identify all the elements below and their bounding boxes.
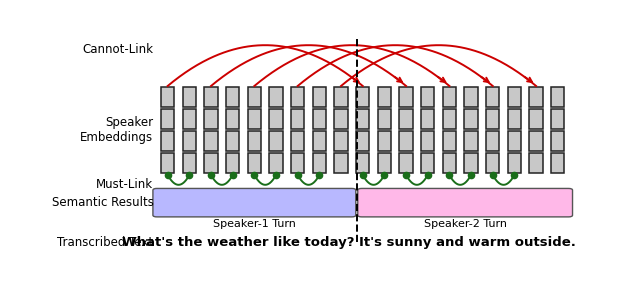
Text: It's sunny and warm outside.: It's sunny and warm outside. [359, 236, 576, 249]
FancyBboxPatch shape [313, 87, 326, 107]
FancyBboxPatch shape [248, 109, 261, 129]
Text: Must-Link: Must-Link [96, 178, 154, 191]
Text: What's the weather like today?: What's the weather like today? [122, 236, 355, 249]
FancyBboxPatch shape [551, 87, 564, 107]
FancyBboxPatch shape [399, 109, 413, 129]
FancyBboxPatch shape [465, 87, 478, 107]
FancyBboxPatch shape [508, 87, 521, 107]
FancyBboxPatch shape [291, 109, 305, 129]
FancyBboxPatch shape [313, 153, 326, 173]
FancyBboxPatch shape [421, 131, 435, 151]
FancyBboxPatch shape [291, 153, 305, 173]
FancyBboxPatch shape [551, 109, 564, 129]
FancyBboxPatch shape [465, 109, 478, 129]
FancyBboxPatch shape [465, 131, 478, 151]
FancyBboxPatch shape [529, 131, 543, 151]
FancyBboxPatch shape [226, 109, 239, 129]
FancyBboxPatch shape [269, 131, 283, 151]
FancyBboxPatch shape [486, 153, 499, 173]
FancyBboxPatch shape [269, 87, 283, 107]
FancyBboxPatch shape [421, 87, 435, 107]
FancyBboxPatch shape [529, 87, 543, 107]
FancyBboxPatch shape [529, 109, 543, 129]
FancyBboxPatch shape [399, 153, 413, 173]
Text: Cannot-Link: Cannot-Link [83, 43, 154, 56]
FancyBboxPatch shape [182, 153, 196, 173]
FancyBboxPatch shape [378, 109, 391, 129]
FancyBboxPatch shape [508, 109, 521, 129]
Text: Transcribed Text: Transcribed Text [58, 236, 154, 249]
Text: Speaker-1 Turn: Speaker-1 Turn [213, 219, 296, 230]
FancyBboxPatch shape [153, 188, 356, 217]
FancyBboxPatch shape [378, 131, 391, 151]
FancyBboxPatch shape [161, 109, 175, 129]
FancyBboxPatch shape [399, 87, 413, 107]
FancyBboxPatch shape [334, 87, 348, 107]
FancyBboxPatch shape [551, 153, 564, 173]
Text: Semantic Results: Semantic Results [52, 196, 154, 209]
FancyBboxPatch shape [182, 109, 196, 129]
FancyBboxPatch shape [313, 131, 326, 151]
FancyBboxPatch shape [248, 153, 261, 173]
FancyBboxPatch shape [378, 87, 391, 107]
FancyBboxPatch shape [399, 131, 413, 151]
FancyBboxPatch shape [226, 131, 239, 151]
FancyBboxPatch shape [358, 188, 573, 217]
FancyBboxPatch shape [161, 153, 175, 173]
FancyBboxPatch shape [204, 87, 218, 107]
FancyBboxPatch shape [161, 131, 175, 151]
FancyBboxPatch shape [182, 87, 196, 107]
FancyBboxPatch shape [269, 109, 283, 129]
FancyBboxPatch shape [508, 131, 521, 151]
FancyBboxPatch shape [269, 153, 283, 173]
FancyBboxPatch shape [551, 131, 564, 151]
FancyBboxPatch shape [486, 109, 499, 129]
FancyBboxPatch shape [443, 87, 456, 107]
Text: Speaker-2 Turn: Speaker-2 Turn [424, 219, 507, 230]
Text: Speaker
Embeddings: Speaker Embeddings [80, 116, 154, 144]
FancyBboxPatch shape [356, 153, 369, 173]
FancyBboxPatch shape [313, 109, 326, 129]
FancyBboxPatch shape [443, 153, 456, 173]
FancyBboxPatch shape [356, 87, 369, 107]
FancyBboxPatch shape [421, 109, 435, 129]
FancyBboxPatch shape [486, 87, 499, 107]
FancyBboxPatch shape [291, 87, 305, 107]
FancyBboxPatch shape [248, 87, 261, 107]
FancyBboxPatch shape [486, 131, 499, 151]
FancyBboxPatch shape [421, 153, 435, 173]
FancyBboxPatch shape [334, 131, 348, 151]
FancyBboxPatch shape [182, 131, 196, 151]
FancyBboxPatch shape [334, 109, 348, 129]
FancyBboxPatch shape [443, 109, 456, 129]
FancyBboxPatch shape [204, 131, 218, 151]
FancyBboxPatch shape [443, 131, 456, 151]
FancyBboxPatch shape [204, 153, 218, 173]
FancyBboxPatch shape [465, 153, 478, 173]
FancyBboxPatch shape [248, 131, 261, 151]
FancyBboxPatch shape [334, 153, 348, 173]
FancyBboxPatch shape [508, 153, 521, 173]
FancyBboxPatch shape [291, 131, 305, 151]
FancyBboxPatch shape [226, 153, 239, 173]
FancyBboxPatch shape [378, 153, 391, 173]
FancyBboxPatch shape [204, 109, 218, 129]
FancyBboxPatch shape [356, 109, 369, 129]
FancyBboxPatch shape [161, 87, 175, 107]
FancyBboxPatch shape [356, 131, 369, 151]
FancyBboxPatch shape [226, 87, 239, 107]
FancyBboxPatch shape [529, 153, 543, 173]
